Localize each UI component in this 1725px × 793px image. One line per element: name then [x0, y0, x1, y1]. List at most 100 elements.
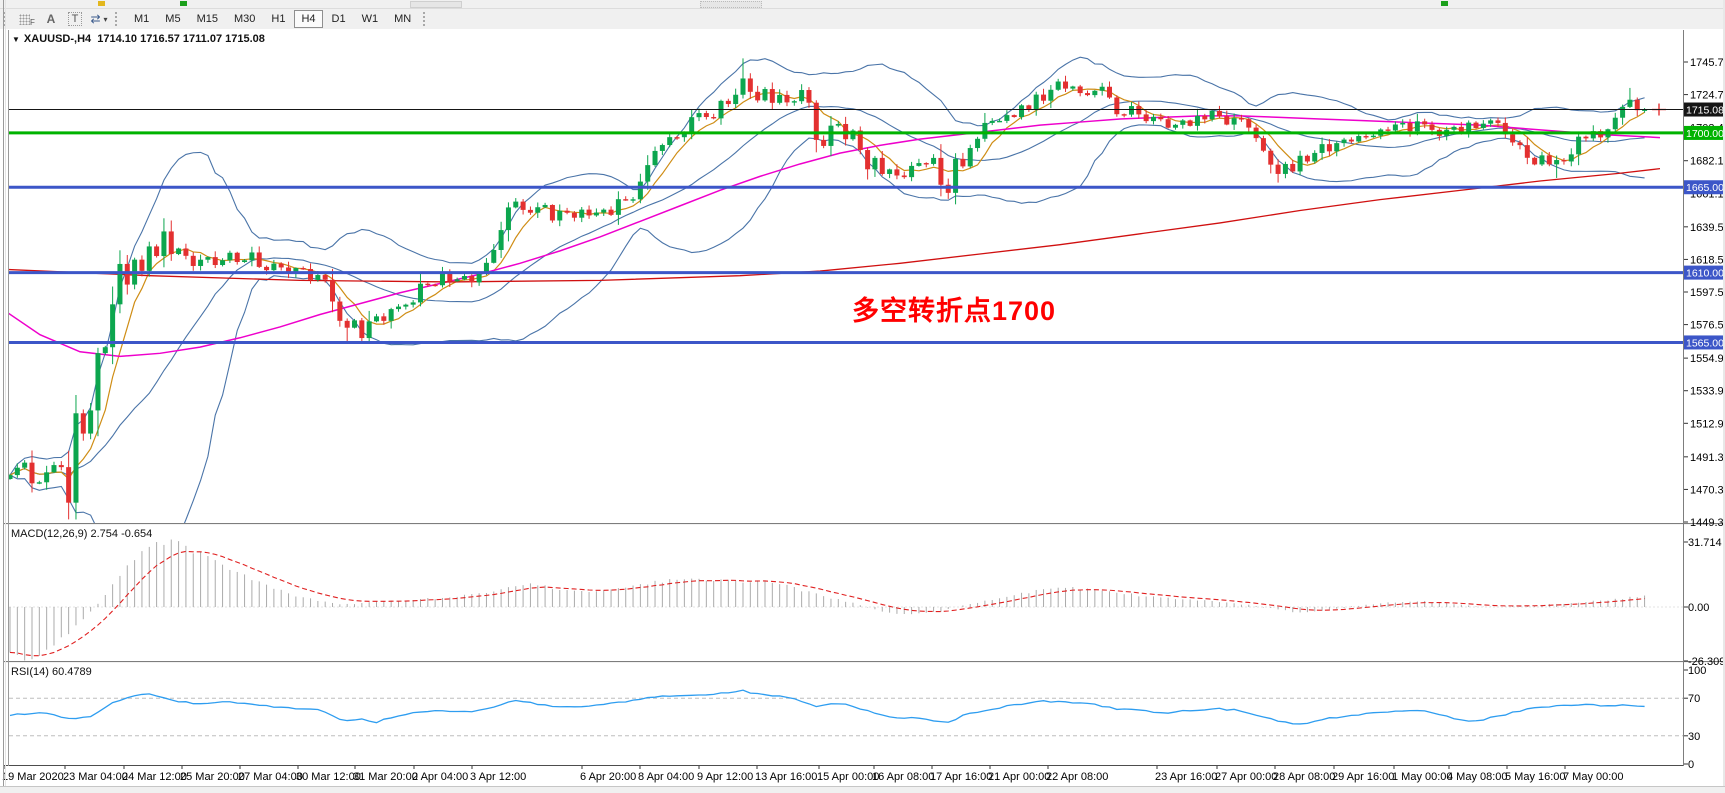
price-axis-label: 1745.70 — [1690, 57, 1725, 69]
candlestick-body — [1150, 116, 1156, 122]
candlestick-body — [879, 157, 885, 174]
window-left-border — [3, 0, 4, 793]
candlestick-body — [1092, 90, 1098, 96]
time-axis-label: 28 Apr 08:00 — [1273, 771, 1335, 783]
candlestick-body — [667, 137, 673, 146]
window-right-border — [1723, 0, 1725, 793]
time-axis-label: 16 Apr 08:00 — [872, 771, 934, 783]
toolbar-drag-handle[interactable] — [423, 12, 428, 26]
text-tool-button[interactable]: T — [65, 11, 85, 28]
candlestick-body — [432, 284, 438, 287]
candlestick-body — [1583, 136, 1589, 139]
candlestick-body — [1143, 114, 1149, 122]
candlestick-body — [872, 157, 878, 170]
candlestick-body — [88, 410, 94, 434]
candlestick-body — [762, 89, 768, 101]
timeframe-button-M30[interactable]: M30 — [233, 13, 256, 25]
candlestick-body — [747, 78, 753, 92]
chart-text-annotation[interactable]: 多空转折点1700 — [852, 296, 1057, 326]
candlestick-body — [220, 260, 226, 266]
candlestick-body — [337, 301, 343, 321]
candlestick-body — [630, 199, 636, 201]
candlestick-body — [923, 163, 929, 165]
price-axis-label: 1576.50 — [1690, 320, 1725, 332]
arrow-tool-button[interactable]: A — [41, 11, 61, 28]
time-axis-label: 1 May 00:00 — [1392, 771, 1453, 783]
timeframe-button-H1[interactable]: H1 — [271, 13, 286, 25]
time-axis-label: 29 Apr 16:00 — [1332, 771, 1394, 783]
candlestick-body — [44, 472, 50, 483]
candlestick-body — [1326, 144, 1332, 152]
rsi-indicator-label: RSI(14) 60.4789 — [11, 666, 92, 678]
time-axis-label: 8 Apr 04:00 — [638, 771, 694, 783]
timeframe-button-H4[interactable]: H4 — [294, 10, 323, 28]
candlestick-body — [1202, 115, 1208, 120]
crosshair-grid-tool-button[interactable]: F — [17, 11, 37, 28]
candlestick-body — [711, 117, 717, 119]
candlestick-body — [901, 175, 907, 178]
timeframe-button-M15[interactable]: M15 — [196, 13, 218, 25]
price-axis-value-box — [1684, 265, 1725, 280]
bollinger-lower-band — [9, 124, 1645, 523]
candlestick-body — [264, 266, 270, 271]
candlestick-body — [1400, 122, 1406, 125]
timeframe-button-W1[interactable]: W1 — [361, 13, 379, 25]
candlestick-body — [146, 246, 152, 271]
toolbar-fragment-icon — [98, 1, 105, 6]
candlestick-body — [176, 248, 182, 255]
candlestick-body — [1473, 122, 1479, 128]
rsi-axis-label: 100 — [1688, 665, 1706, 677]
toolbar-drag-handle[interactable] — [115, 12, 120, 26]
candlestick-body — [681, 133, 687, 138]
candlestick-body — [205, 257, 211, 260]
candlestick-body — [36, 482, 42, 484]
candlestick-body — [1128, 106, 1134, 115]
time-axis-label: 3 Apr 12:00 — [470, 771, 526, 783]
candlestick-body — [73, 413, 79, 503]
candlestick-body — [212, 257, 218, 266]
candlestick-body — [967, 148, 973, 167]
time-axis-label: 27 Apr 00:00 — [1215, 771, 1277, 783]
candlestick-body — [1414, 121, 1420, 132]
candlestick-body — [1356, 136, 1362, 142]
timeframe-button-M1[interactable]: M1 — [134, 13, 150, 25]
candlestick-body — [960, 158, 966, 167]
price-axis-label: 1597.50 — [1690, 287, 1725, 299]
timeframe-button-D1[interactable]: D1 — [331, 13, 346, 25]
candlestick-body — [689, 117, 695, 134]
timeframe-button-M5[interactable]: M5 — [165, 13, 181, 25]
candlestick-body — [725, 100, 731, 105]
candlestick-body — [1642, 109, 1648, 111]
timeframe-button-MN[interactable]: MN — [394, 13, 412, 25]
macd-axis-label: 31.714 — [1688, 537, 1722, 549]
cycle-tool-button[interactable]: ⇄ ▾ — [89, 11, 109, 28]
candlestick-body — [1297, 155, 1303, 172]
candlestick-body — [1546, 155, 1552, 165]
candlestick-body — [799, 90, 805, 102]
time-axis-label: 19 Mar 2020 — [2, 771, 64, 783]
candlestick-body — [608, 209, 614, 215]
candlestick-body — [1048, 89, 1054, 101]
candlestick-body — [806, 90, 812, 103]
candlestick-body — [1165, 119, 1171, 128]
candlestick-body — [916, 163, 922, 166]
macd-indicator-label: MACD(12,26,9) 2.754 -0.654 — [11, 528, 152, 540]
candlestick-body — [352, 320, 358, 328]
candlestick-body — [315, 275, 321, 280]
candlestick-body — [953, 158, 959, 193]
time-axis-label: 2 Apr 04:00 — [412, 771, 468, 783]
candlestick-body — [1422, 121, 1428, 125]
candlestick-body — [571, 212, 577, 218]
cycle-arrows-icon: ⇄ — [90, 12, 101, 26]
candlestick-body — [491, 249, 497, 263]
rsi-axis-label: 70 — [1688, 693, 1700, 705]
candlestick-body — [124, 263, 130, 285]
rsi-axis-label: 30 — [1688, 731, 1700, 743]
candlestick-body — [110, 304, 116, 348]
candlestick-body — [1304, 155, 1310, 162]
candlestick-body — [1121, 114, 1127, 116]
rsi-name: RSI(14) — [11, 666, 49, 678]
candlestick-body — [1070, 86, 1076, 89]
